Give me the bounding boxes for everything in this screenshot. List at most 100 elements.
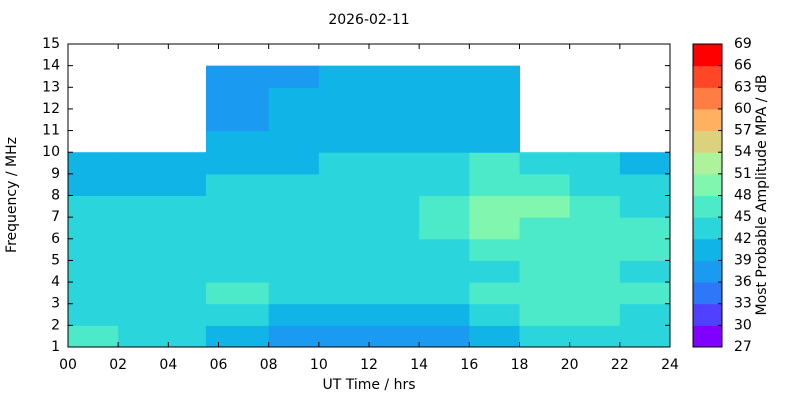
heatmap-cell — [118, 282, 169, 305]
heatmap-cell — [205, 217, 270, 240]
heatmap-cell — [205, 195, 270, 218]
heatmap-cell — [569, 173, 621, 196]
heatmap-cell — [118, 260, 169, 283]
heatmap-cell — [419, 87, 470, 110]
heatmap-cell — [519, 152, 571, 175]
colorbar-swatch — [693, 325, 722, 348]
colorbar-tick-label: 57 — [734, 123, 752, 139]
colorbar-swatch — [693, 152, 722, 175]
heatmap-cell — [68, 303, 119, 326]
heatmap-cell — [205, 108, 270, 132]
y-tick-label: 3 — [51, 296, 60, 312]
heatmap-cell — [419, 238, 470, 261]
colorbar-tick-label: 54 — [734, 144, 752, 160]
heatmap-cell — [205, 238, 270, 261]
heatmap-cell — [369, 130, 420, 153]
heatmap-cell — [519, 325, 571, 348]
heatmap-cell — [469, 325, 520, 348]
heatmap-cell — [205, 173, 270, 196]
x-tick-label: 00 — [59, 357, 77, 373]
colorbar-tick-label: 51 — [734, 166, 752, 182]
heatmap-cell — [569, 260, 621, 283]
heatmap-cell — [68, 152, 119, 175]
heatmap-cell — [369, 195, 420, 218]
heatmap-cell — [419, 152, 470, 175]
colorbar-tick-label: 66 — [734, 58, 752, 74]
heatmap-cell — [419, 260, 470, 283]
heatmap-cell — [469, 87, 520, 110]
heatmap-cell — [318, 152, 370, 175]
heatmap-cell — [68, 325, 119, 348]
y-tick-label: 4 — [51, 274, 60, 290]
heatmap-cell — [118, 238, 169, 261]
heatmap-cell — [268, 325, 320, 348]
heatmap-cell — [369, 325, 420, 348]
heatmap-cell — [369, 108, 420, 132]
heatmap-cell — [619, 173, 671, 196]
x-tick-label: 22 — [611, 357, 629, 373]
colorbar-swatch — [693, 173, 722, 196]
heatmap-cell — [569, 195, 621, 218]
heatmap-cell — [268, 65, 320, 88]
heatmap-cell — [268, 217, 320, 240]
heatmap-cell — [118, 217, 169, 240]
colorbar-tick-label: 45 — [734, 209, 752, 225]
x-tick-label: 12 — [360, 357, 378, 373]
heatmap-cell — [469, 130, 520, 153]
heatmap-cell — [68, 217, 119, 240]
heatmap-cell — [168, 217, 207, 240]
heatmap-cell — [268, 238, 320, 261]
x-tick-label: 18 — [511, 357, 529, 373]
heatmap-cell — [519, 260, 571, 283]
heatmap-cell — [619, 217, 671, 240]
colorbar-swatch — [693, 303, 722, 326]
heatmap-cell — [205, 325, 270, 348]
colorbar-swatch — [693, 282, 722, 305]
chart-title: 2026-02-11 — [328, 12, 409, 28]
heatmap-cell — [369, 282, 420, 305]
heatmap-cell — [419, 65, 470, 88]
heatmap-cell — [268, 260, 320, 283]
heatmap-cell — [419, 217, 470, 240]
heatmap-cell — [168, 325, 207, 348]
heatmap-cell — [469, 260, 520, 283]
x-tick-label: 16 — [460, 357, 478, 373]
heatmap-cell — [118, 325, 169, 348]
heatmap-cell — [419, 325, 470, 348]
heatmap-cell — [619, 152, 671, 175]
heatmap-cell — [569, 282, 621, 305]
x-tick-label: 14 — [410, 357, 428, 373]
heatmap-cell — [118, 303, 169, 326]
heatmap-cell — [569, 217, 621, 240]
x-tick-label: 02 — [109, 357, 127, 373]
y-tick-label: 11 — [42, 123, 60, 139]
x-tick-label: 08 — [260, 357, 278, 373]
heatmap-cell — [569, 325, 621, 348]
heatmap-cell — [569, 303, 621, 326]
heatmap-cell — [519, 195, 571, 218]
heatmap-cell — [205, 303, 270, 326]
heatmap-cell — [469, 65, 520, 88]
heatmap-cell — [205, 260, 270, 283]
heatmap-cell — [318, 260, 370, 283]
y-tick-label: 1 — [51, 339, 60, 355]
heatmap-cell — [68, 173, 119, 196]
y-tick-label: 8 — [51, 188, 60, 204]
heatmap-cell — [519, 238, 571, 261]
heatmap-cell — [369, 87, 420, 110]
colorbar-tick-label: 27 — [734, 339, 752, 355]
y-tick-label: 12 — [42, 101, 60, 117]
heatmap-cell — [318, 195, 370, 218]
heatmap-cell — [318, 303, 370, 326]
heatmap-cell — [168, 260, 207, 283]
heatmap-cell — [519, 303, 571, 326]
y-tick-label: 15 — [42, 36, 60, 52]
heatmap-cell — [118, 195, 169, 218]
heatmap-cell — [168, 238, 207, 261]
y-axis-label: Frequency / MHz — [4, 137, 20, 253]
y-tick-label: 2 — [51, 317, 60, 333]
colorbar-swatch — [693, 44, 722, 67]
heatmap-cell — [318, 87, 370, 110]
colorbar-swatch — [693, 260, 722, 283]
